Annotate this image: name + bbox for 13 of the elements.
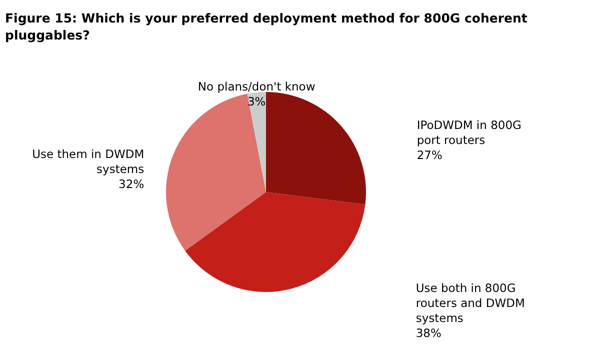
slice-label: Use both in 800G routers and DWDM systems: [416, 280, 525, 325]
pie-slice: [247, 92, 266, 192]
pie-slice: [166, 94, 266, 251]
pie-slice: [185, 192, 366, 292]
data-label: 3%: [247, 94, 266, 108]
data-label: 32%: [118, 177, 144, 192]
slice-label: IPoDWDM in 800G port routers: [416, 118, 522, 147]
data-label: 27%: [416, 148, 442, 162]
chart-title: Figure 15: Which is your preferred deployment method for 800G coherent pluggables?: [5, 10, 528, 42]
data-label: 38%: [416, 326, 442, 340]
pie-slice: [266, 92, 366, 205]
slice-label: No plans/don't know: [198, 79, 316, 94]
slice-label: Use them in DWDM systems: [32, 147, 144, 176]
